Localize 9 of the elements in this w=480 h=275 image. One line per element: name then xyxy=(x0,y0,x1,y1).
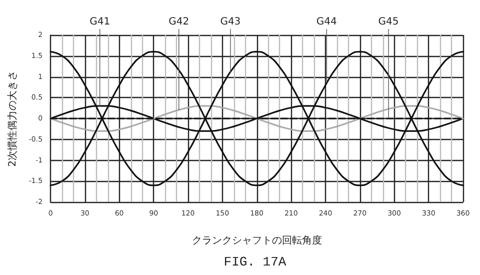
y-axis-title: 2次慣性偶力の大きさ xyxy=(6,70,18,167)
line-series xyxy=(50,50,464,186)
annotation: G44 xyxy=(316,16,337,28)
x-axis-title: クランクシャフトの回転角度 xyxy=(192,234,322,246)
annotation: G42 xyxy=(168,16,190,28)
annotation: G43 xyxy=(220,16,241,28)
annotation: G45 xyxy=(378,16,399,28)
annotation: G41 xyxy=(90,16,110,28)
caption: FIG. 17A xyxy=(224,254,286,270)
